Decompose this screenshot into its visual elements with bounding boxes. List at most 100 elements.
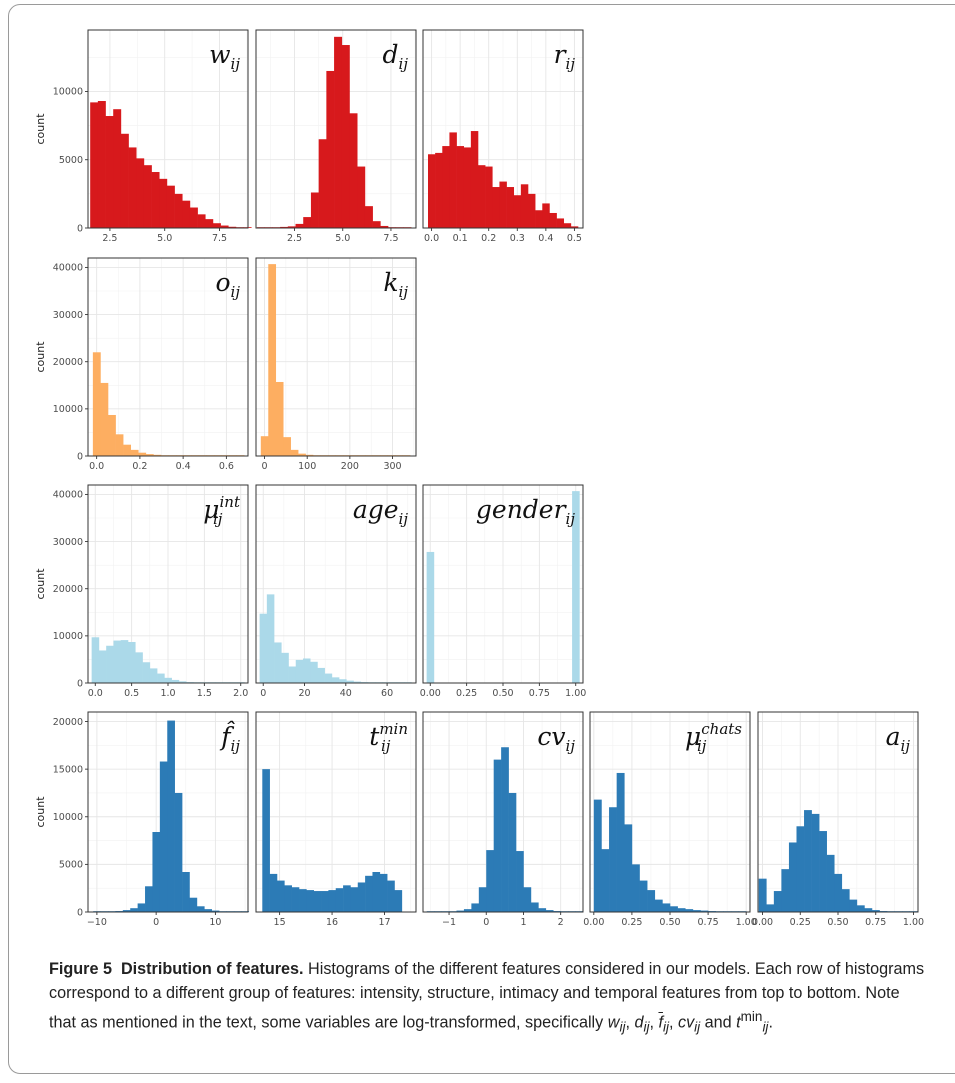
histogram-bar (463, 147, 472, 228)
histogram-bar (647, 890, 656, 912)
histogram-bar (609, 807, 617, 912)
histogram-panel: −1 0 1 2 cvij (422, 711, 584, 928)
histogram-bar (128, 641, 136, 683)
histogram-bar (196, 906, 205, 912)
x-tick-label: 0.4 (538, 233, 553, 244)
histogram-bar (788, 842, 797, 912)
caption-end: . (768, 1013, 773, 1032)
histogram-bar (335, 888, 344, 912)
x-tick-label: 7.5 (212, 233, 227, 244)
histogram-bar (572, 491, 580, 683)
x-tick-label: 0.25 (456, 688, 477, 699)
histogram-bar (100, 382, 109, 456)
y-axis-title: count (34, 796, 47, 828)
histogram-bar (654, 899, 663, 912)
histogram-bar (317, 667, 325, 683)
x-tick-label: 0.00 (420, 688, 441, 699)
histogram-bar (513, 195, 522, 228)
figure-frame (8, 4, 955, 1074)
x-tick-label: 0 (483, 917, 489, 928)
y-tick-label: 20000 (53, 357, 83, 368)
x-tick-label: 0.1 (453, 233, 468, 244)
histogram-bar (766, 904, 775, 912)
variable-label: tmin ij (369, 720, 408, 755)
histogram-bar (530, 902, 539, 912)
histogram-bar (773, 891, 782, 912)
histogram-bar (549, 212, 557, 228)
histogram-bar (365, 875, 373, 912)
y-tick-label: 30000 (53, 537, 83, 548)
histogram-bar (130, 908, 138, 912)
histogram-bar (120, 640, 129, 683)
histogram-bar (796, 826, 805, 912)
histogram-bar (501, 747, 509, 912)
histogram-bar (313, 891, 322, 912)
histogram-bar (205, 219, 214, 228)
histogram-bar (123, 444, 132, 456)
histogram-bar (493, 759, 502, 912)
histogram-bar (463, 909, 472, 912)
histogram-bar (819, 831, 827, 912)
histogram-bar (228, 226, 237, 228)
y-tick-label: 10000 (53, 87, 83, 98)
figure-label: Figure 5 (49, 960, 112, 978)
histogram-bar (92, 352, 101, 456)
histogram-bar (456, 910, 465, 912)
histogram-bar (486, 850, 494, 912)
x-tick-label: 7.5 (383, 233, 398, 244)
y-axis-title: count (34, 341, 47, 373)
histogram-bar (135, 652, 143, 683)
x-tick-label: 1.00 (903, 917, 924, 928)
x-tick-label: 40 (340, 688, 352, 699)
histogram-bar (394, 890, 403, 912)
histogram-bar (485, 166, 493, 228)
histogram-bar (98, 650, 107, 683)
histogram-bar (350, 887, 359, 912)
caption-var-d: d (634, 1013, 644, 1032)
histogram-bar (662, 903, 671, 912)
x-tick-label: 0.25 (621, 917, 642, 928)
histogram-bar (508, 792, 517, 912)
histogram-bar (164, 677, 172, 683)
histogram-bar (545, 910, 554, 912)
y-tick-label: 10000 (53, 812, 83, 823)
x-tick-label: 0.4 (176, 461, 191, 472)
histogram-bar (804, 810, 812, 912)
variable-label: μchats ij (685, 720, 742, 755)
histogram-bar (616, 772, 625, 912)
panel-border (422, 711, 584, 913)
x-tick-label: 0.75 (698, 917, 719, 928)
histogram-bar (523, 887, 532, 912)
panel-border (422, 29, 584, 229)
histogram-panel: 0.00 0.25 0.50 0.75 1.00 genderij (420, 484, 586, 699)
x-tick-label: 0.5 (124, 688, 139, 699)
caption-sub: ij (762, 1019, 769, 1035)
histogram-panel: 0.0 0.1 0.2 0.3 0.4 0.5 rij (422, 29, 584, 244)
x-tick-label: 2.0 (233, 688, 248, 699)
histogram-bar (328, 890, 337, 912)
y-axis-title: count (34, 568, 47, 600)
histogram-bar (204, 909, 213, 912)
histogram-bar (864, 908, 873, 912)
histogram-bar (105, 116, 114, 228)
histogram-bar (90, 102, 99, 228)
variable-label: oij (215, 268, 240, 301)
x-tick-label: 0.50 (827, 917, 848, 928)
x-tick-label: 0.25 (790, 917, 811, 928)
x-tick-label: 1.5 (197, 688, 212, 699)
y-tick-label: 15000 (53, 764, 83, 775)
x-tick-label: 1 (520, 917, 526, 928)
histogram-bar (426, 551, 435, 683)
histogram-bar (871, 910, 880, 912)
histogram-bar (631, 864, 640, 912)
histogram-bar (113, 640, 122, 683)
histogram-bar (492, 187, 500, 228)
histogram-bar (220, 225, 229, 228)
histogram-bar (357, 166, 366, 228)
histogram-bar (449, 132, 457, 228)
histogram-bar (520, 184, 529, 228)
caption-sep: , (649, 1013, 659, 1032)
caption-sep: , (668, 1013, 678, 1032)
x-tick-label: 2.5 (287, 233, 302, 244)
x-tick-label: 2 (558, 917, 564, 928)
